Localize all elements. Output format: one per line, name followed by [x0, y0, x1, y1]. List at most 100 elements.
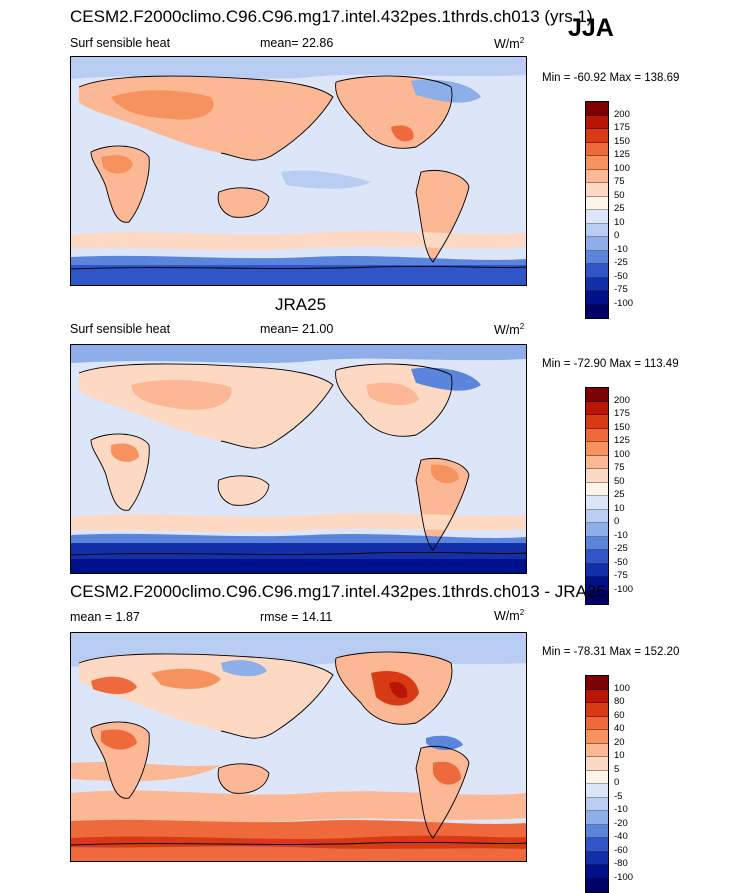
colorbar-swatch: [586, 277, 608, 291]
colorbar-swatch: [586, 730, 608, 744]
colorbar-tick-label: 100: [614, 682, 630, 694]
colorbar-swatch: [586, 223, 608, 237]
panel1-colorbar: [585, 101, 609, 319]
colorbar-tick-label: 125: [614, 149, 630, 160]
colorbar-tick-label: -5: [614, 790, 623, 802]
colorbar-swatch: [586, 676, 608, 690]
colorbar-swatch: [586, 291, 608, 305]
colorbar-swatch: [586, 210, 608, 224]
colorbar-swatch: [586, 523, 608, 537]
colorbar-tick-label: 200: [614, 394, 630, 406]
panel2-variable-label: Surf sensible heat: [70, 322, 171, 336]
colorbar-swatch: [586, 577, 608, 591]
colorbar-swatch: [586, 851, 608, 865]
panel3-colorbar: [585, 675, 609, 893]
colorbar-tick-label: 10: [614, 750, 625, 761]
colorbar-swatch: [586, 482, 608, 496]
colorbar-swatch: [586, 304, 608, 318]
colorbar-tick-label: -100: [614, 871, 634, 883]
colorbar-tick-label: -80: [614, 858, 628, 869]
colorbar-swatch: [586, 743, 608, 757]
colorbar-tick-label: 200: [614, 108, 630, 120]
colorbar-tick-label: 75: [614, 176, 625, 187]
colorbar-tick-label: 10: [614, 502, 625, 514]
colorbar-swatch: [586, 156, 608, 170]
colorbar-swatch: [586, 264, 608, 278]
colorbar-tick-label: -40: [614, 831, 628, 842]
colorbar-tick-label: 75: [614, 462, 625, 473]
season-label: JJA: [568, 14, 614, 42]
colorbar-tick-label: 150: [614, 135, 630, 147]
colorbar-swatch: [586, 770, 608, 784]
colorbar-swatch: [586, 838, 608, 852]
colorbar-tick-label: -75: [614, 570, 628, 581]
panel1-mean-label: mean= 22.86: [260, 36, 334, 50]
colorbar-tick-label: 40: [614, 723, 625, 734]
panel1-title: CESM2.F2000climo.C96.C96.mg17.intel.432p…: [70, 7, 593, 26]
colorbar-tick-label: -10: [614, 529, 628, 541]
colorbar-tick-label: 125: [614, 435, 630, 446]
panel2-units: W/m2: [494, 322, 525, 338]
panel2-colorbar: [585, 387, 609, 605]
colorbar-swatch: [586, 716, 608, 730]
colorbar-swatch: [586, 797, 608, 811]
colorbar-tick-label: 0: [614, 777, 620, 788]
colorbar-swatch: [586, 237, 608, 251]
panel2-title: JRA25: [275, 295, 327, 314]
colorbar-swatch: [586, 169, 608, 183]
colorbar-tick-label: 20: [614, 736, 625, 748]
panel3-minmax: Min = -78.31 Max = 152.20: [542, 646, 680, 658]
panel1-minmax: Min = -60.92 Max = 138.69: [542, 72, 680, 84]
colorbar-swatch: [586, 509, 608, 523]
colorbar-tick-label: -10: [614, 804, 628, 815]
colorbar-swatch: [586, 115, 608, 129]
colorbar-tick-label: -10: [614, 243, 628, 255]
colorbar-tick-label: 50: [614, 475, 625, 487]
panel3-map: [70, 632, 527, 862]
panel2-mean-label: mean= 21.00: [260, 322, 334, 336]
colorbar-tick-label: 0: [614, 516, 620, 527]
colorbar-swatch: [586, 536, 608, 550]
colorbar-tick-label: 100: [614, 162, 630, 174]
colorbar-tick-label: 0: [614, 230, 620, 241]
colorbar-tick-label: -25: [614, 257, 628, 268]
panel1-units: W/m2: [494, 36, 525, 52]
colorbar-tick-label: 50: [614, 189, 625, 201]
colorbar-tick-label: 5: [614, 763, 620, 775]
colorbar-swatch: [586, 415, 608, 429]
colorbar-swatch: [586, 469, 608, 483]
panel1-variable-label: Surf sensible heat: [70, 36, 171, 50]
panel3-units: W/m2: [494, 608, 525, 624]
colorbar-tick-label: -50: [614, 556, 628, 568]
panel1-map: [70, 56, 527, 286]
colorbar-tick-label: 25: [614, 489, 625, 500]
colorbar-tick-label: 25: [614, 203, 625, 214]
colorbar-swatch: [586, 102, 608, 116]
colorbar-swatch: [586, 550, 608, 564]
colorbar-tick-label: -25: [614, 543, 628, 554]
colorbar-swatch: [586, 757, 608, 771]
colorbar-tick-label: -20: [614, 817, 628, 829]
colorbar-swatch: [586, 250, 608, 264]
colorbar-swatch: [586, 129, 608, 143]
panel3-title: CESM2.F2000climo.C96.C96.mg17.intel.432p…: [70, 582, 606, 601]
panel3-rmse-label: rmse = 14.11: [260, 610, 333, 624]
colorbar-tick-label: 60: [614, 709, 625, 721]
colorbar-tick-label: 175: [614, 122, 630, 133]
colorbar-swatch: [586, 388, 608, 402]
colorbar-swatch: [586, 878, 608, 892]
colorbar-tick-label: -75: [614, 284, 628, 295]
colorbar-tick-label: 80: [614, 696, 625, 707]
colorbar-tick-label: -100: [614, 583, 634, 595]
colorbar-swatch: [586, 183, 608, 197]
colorbar-swatch: [586, 689, 608, 703]
colorbar-tick-label: -60: [614, 844, 628, 856]
colorbar-swatch: [586, 811, 608, 825]
colorbar-swatch: [586, 824, 608, 838]
colorbar-swatch: [586, 590, 608, 604]
colorbar-tick-label: 10: [614, 216, 625, 228]
colorbar-swatch: [586, 455, 608, 469]
colorbar-tick-label: 175: [614, 408, 630, 419]
colorbar-swatch: [586, 563, 608, 577]
panel2-minmax: Min = -72.90 Max = 113.49: [542, 358, 679, 370]
